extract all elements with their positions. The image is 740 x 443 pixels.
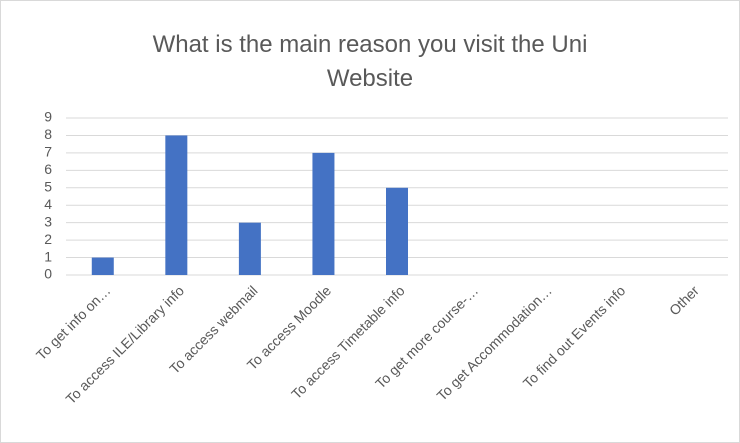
y-tick-label: 9 (44, 109, 52, 125)
y-tick-label: 5 (44, 178, 52, 194)
y-tick-label: 1 (44, 248, 52, 264)
bar (312, 152, 335, 275)
bar (91, 257, 114, 275)
bar (386, 187, 408, 275)
y-tick-label: 7 (44, 144, 52, 160)
bar (165, 135, 188, 275)
chart-title: What is the main reason you visit the Un… (152, 31, 588, 92)
y-tick-label: 4 (44, 196, 52, 212)
y-tick-label: 8 (44, 126, 52, 142)
y-tick-label: 2 (44, 231, 52, 247)
y-tick-label: 0 (44, 266, 52, 282)
y-tick-label: 6 (44, 161, 52, 177)
y-tick-label: 3 (44, 213, 52, 229)
bar (238, 222, 261, 275)
